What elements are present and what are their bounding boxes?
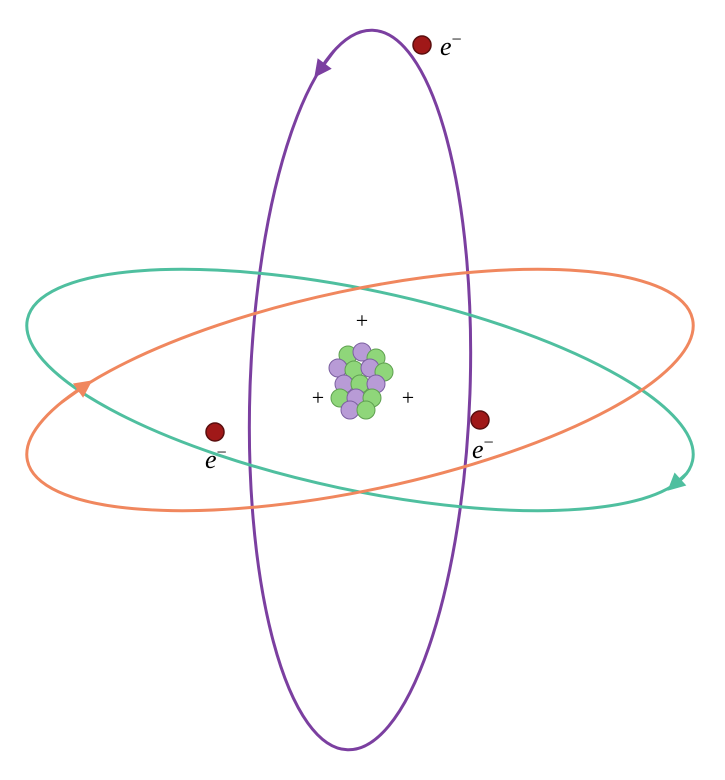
- plus-mark: +: [312, 385, 324, 410]
- neutron: [357, 401, 375, 419]
- plus-mark: +: [402, 385, 414, 410]
- plus-mark: +: [356, 308, 368, 333]
- proton: [341, 401, 359, 419]
- electron-left: [206, 423, 224, 441]
- electron-right: [471, 411, 489, 429]
- proton: [329, 359, 347, 377]
- electron-top-label: e−: [440, 29, 462, 61]
- nucleus: + + +: [312, 308, 414, 419]
- electron-left-label: e−: [205, 442, 227, 474]
- atom-diagram: +++e−e−e−: [0, 0, 725, 780]
- electron-top: [413, 36, 431, 54]
